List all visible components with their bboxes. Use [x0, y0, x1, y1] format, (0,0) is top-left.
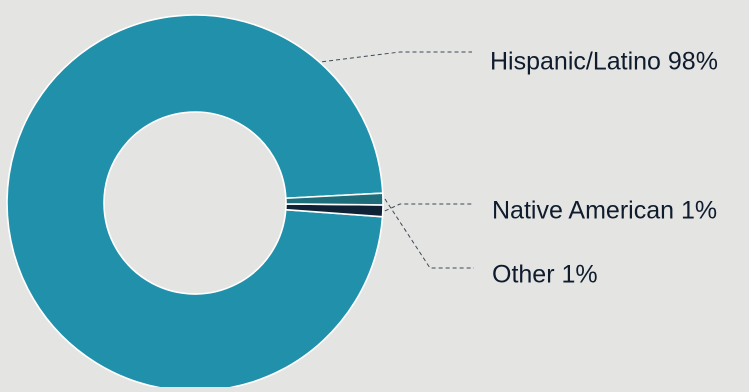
slice-label-1: Hispanic/Latino 98% [490, 48, 718, 76]
slice-label-3: Other 1% [492, 261, 598, 289]
slice-label-2: Native American 1% [492, 197, 717, 225]
